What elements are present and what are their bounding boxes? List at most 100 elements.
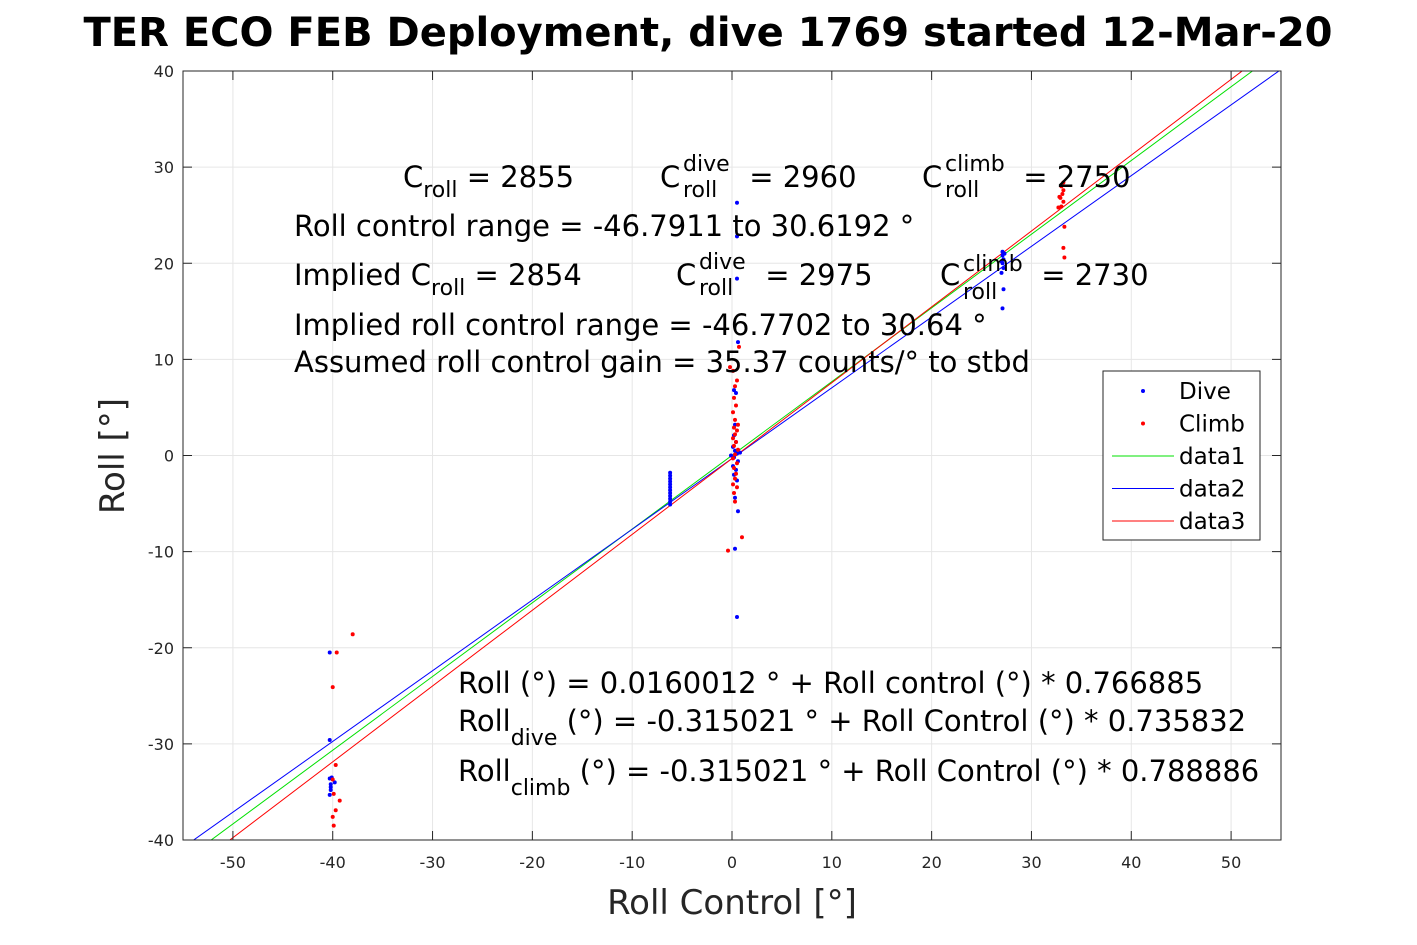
fit-all-annotation: Roll (°) = 0.0160012 ° + Roll control (°… — [458, 666, 1203, 700]
point-climb — [730, 456, 735, 461]
point-dive — [734, 276, 739, 281]
point-dive — [735, 509, 740, 514]
implied-range-annotation: Implied roll control range = -46.7702 to… — [294, 308, 987, 342]
roll-range-annotation: Roll control range = -46.7911 to 30.6192… — [294, 209, 914, 243]
point-dive — [668, 496, 673, 501]
y-tick-label: 30 — [154, 158, 174, 177]
point-climb — [337, 798, 342, 803]
x-tick-label: -20 — [519, 853, 545, 872]
x-tick-label: 10 — [822, 853, 842, 872]
x-tick-label: -30 — [419, 853, 445, 872]
point-climb — [732, 452, 737, 457]
point-climb — [333, 808, 338, 813]
y-tick-label: 20 — [154, 254, 174, 273]
data-points — [327, 180, 1067, 828]
point-dive — [999, 270, 1004, 275]
point-dive — [668, 502, 673, 507]
point-climb — [731, 490, 736, 495]
point-dive — [327, 650, 332, 655]
point-climb — [734, 378, 739, 383]
point-dive — [1000, 306, 1005, 311]
point-climb — [732, 476, 737, 481]
point-dive — [668, 479, 673, 484]
point-dive — [328, 788, 333, 793]
point-climb — [730, 368, 735, 373]
point-dive — [1002, 251, 1007, 256]
point-climb — [733, 440, 738, 445]
point-climb — [350, 632, 355, 637]
tick-labels: -50 -40 -30 -20 -10 0 10 20 30 40 50 -40 -30 -20 -10 0 1… — [148, 62, 1281, 872]
point-climb — [731, 395, 736, 400]
y-tick-label: 10 — [154, 350, 174, 369]
point-dive — [999, 259, 1004, 264]
x-tick-label: -40 — [320, 853, 346, 872]
point-dive — [732, 495, 737, 500]
point-climb — [731, 443, 736, 448]
point-climb — [734, 428, 739, 433]
point-climb — [331, 823, 336, 828]
y-axis-label: Roll [°] — [93, 398, 133, 514]
y-tick-label: -10 — [148, 543, 174, 562]
x-axis-label: Roll Control [°] — [607, 883, 857, 923]
point-climb — [1062, 224, 1067, 229]
point-dive — [668, 490, 673, 495]
point-dive — [731, 388, 736, 393]
point-climb — [735, 422, 740, 427]
point-climb — [733, 403, 738, 408]
point-dive — [332, 780, 337, 785]
point-climb — [1056, 205, 1061, 210]
point-climb — [731, 425, 736, 430]
point-climb — [734, 461, 739, 466]
point-climb — [1061, 245, 1066, 250]
legend-marker-climb — [1141, 421, 1145, 426]
x-tick-label: 40 — [1121, 853, 1141, 872]
point-climb — [1060, 192, 1065, 197]
legend: Dive Climb data1 data2 data3 — [1102, 370, 1261, 541]
point-climb — [736, 344, 741, 349]
point-dive — [328, 782, 333, 787]
chart-title: TER ECO FEB Deployment, dive 1769 starte… — [83, 10, 1332, 56]
point-climb — [1062, 255, 1067, 260]
point-dive — [732, 546, 737, 551]
point-dive — [327, 738, 332, 743]
point-dive — [734, 614, 739, 619]
point-climb — [730, 410, 735, 415]
point-climb — [1061, 188, 1066, 193]
implied-c-roll-climb-annotation: Crollclimb = 2730 — [940, 252, 1149, 305]
point-climb — [330, 685, 335, 690]
legend-label-data2: data2 — [1179, 477, 1245, 503]
legend-label-data3: data3 — [1179, 509, 1245, 535]
point-climb — [732, 432, 737, 437]
x-tick-label: 50 — [1221, 853, 1241, 872]
implied-c-roll-annotation: Implied Croll = 2854 — [294, 258, 582, 301]
point-climb — [734, 485, 739, 490]
point-climb — [732, 499, 737, 504]
legend-label-climb: Climb — [1179, 412, 1245, 438]
point-dive — [734, 234, 739, 239]
x-tick-label: -10 — [619, 853, 645, 872]
point-dive — [737, 450, 742, 455]
point-climb — [732, 417, 737, 422]
y-tick-label: -30 — [148, 735, 174, 754]
point-climb — [731, 465, 736, 470]
y-tick-label: -20 — [148, 639, 174, 658]
point-climb — [728, 365, 733, 370]
point-climb — [1057, 194, 1062, 199]
point-climb — [331, 791, 336, 796]
fit-climb-annotation: Rollclimb (°) = -0.315021 ° + Roll Contr… — [458, 754, 1259, 801]
point-dive — [733, 391, 738, 396]
point-dive — [668, 482, 673, 487]
point-dive — [668, 493, 673, 498]
point-climb — [1061, 180, 1066, 185]
point-dive — [1001, 266, 1006, 271]
x-tick-label: -50 — [220, 853, 246, 872]
point-climb — [726, 548, 731, 553]
point-dive — [668, 499, 673, 504]
point-dive — [729, 453, 734, 458]
point-dive — [668, 473, 673, 478]
